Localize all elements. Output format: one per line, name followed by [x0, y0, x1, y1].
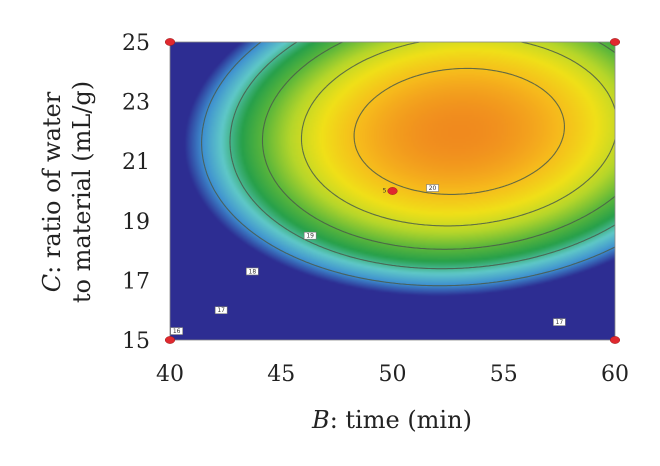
svg-text:17: 17 — [217, 307, 225, 314]
plot-frame — [169, 41, 616, 341]
y-tick-label: 21 — [122, 150, 150, 175]
x-axis-ticks: 40 45 50 55 60 — [156, 362, 629, 387]
y-axis-title: C: ratio of water to material (mL/g) — [38, 81, 96, 303]
x-tick-label: 55 — [490, 362, 518, 387]
svg-text:18: 18 — [249, 268, 257, 275]
contour-label: 19 — [303, 231, 317, 240]
svg-text:19: 19 — [306, 233, 314, 240]
x-axis-title: B: time (min) — [311, 406, 472, 434]
contour-label: 17 — [553, 318, 566, 326]
y-tick-label: 19 — [122, 210, 150, 235]
x-axis-title-text: : time (min) — [330, 406, 472, 434]
y-axis-title-line1-text: : ratio of water — [38, 91, 66, 274]
x-tick-label: 60 — [601, 362, 629, 387]
design-point — [164, 38, 176, 46]
contour-label: 18 — [246, 267, 259, 275]
contour-line-20 — [353, 67, 565, 195]
contour-label: 16 — [170, 327, 183, 335]
design-points: 5 — [164, 38, 621, 344]
contour-line-16 — [201, 42, 615, 287]
contour-line-17 — [229, 42, 615, 270]
y-axis-title-line2: to material (mL/g) — [68, 81, 96, 303]
design-point: 5 — [383, 187, 398, 195]
y-tick-label: 25 — [122, 31, 150, 56]
y-axis-title-var: C — [38, 274, 66, 292]
contour-label: 20 — [426, 184, 439, 192]
x-axis-title-var: B — [311, 406, 330, 434]
design-point — [609, 336, 621, 344]
y-tick-label: 17 — [122, 269, 150, 294]
design-point — [164, 336, 176, 344]
contour-labels: 20 19 18 17 16 17 — [170, 184, 566, 335]
svg-text:16: 16 — [173, 328, 181, 335]
y-tick-label: 23 — [122, 91, 150, 116]
x-tick-label: 45 — [267, 362, 295, 387]
contour-lines — [201, 42, 615, 287]
y-axis-title-line1: C: ratio of water — [38, 91, 66, 292]
contour-label: 17 — [214, 306, 228, 314]
design-point-label: 5 — [383, 188, 387, 195]
y-tick-label: 15 — [122, 329, 150, 354]
svg-text:17: 17 — [556, 319, 564, 326]
svg-text:20: 20 — [429, 185, 437, 192]
x-tick-label: 40 — [156, 362, 184, 387]
design-point — [609, 38, 621, 46]
contour-line-18 — [261, 42, 615, 250]
contour-line-19 — [300, 42, 615, 227]
x-tick-label: 50 — [379, 362, 407, 387]
y-axis-ticks: 15 17 19 21 23 25 — [122, 31, 150, 354]
